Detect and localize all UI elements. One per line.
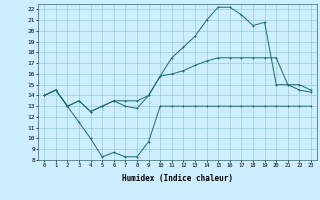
X-axis label: Humidex (Indice chaleur): Humidex (Indice chaleur) [122,174,233,183]
